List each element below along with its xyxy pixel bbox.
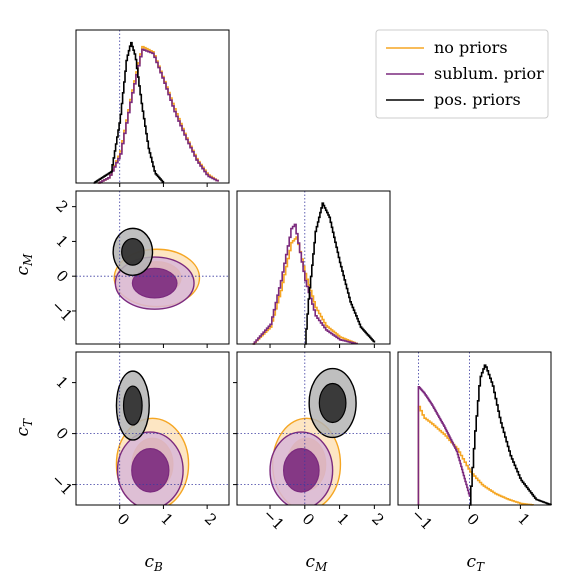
contour-inner-c_M|c_T-series-2	[318, 382, 347, 424]
marginal-c_M-series-2	[304, 202, 376, 345]
y-tick-label-c_T-1: 0	[52, 424, 71, 443]
contour-inner-c_B|c_T-series-2	[122, 385, 143, 426]
contour-inner-c_B|c_M-series-1	[131, 267, 178, 299]
contour-inner-c_M|c_T-series-1	[282, 448, 320, 493]
y-axis-label-sub-c_T: T	[21, 418, 35, 427]
y-tick-label-c_T-2: 1	[52, 373, 71, 392]
axis-labels: cB cM cT cM cT	[13, 253, 485, 574]
axes-frame-c_B-c_M	[75, 190, 230, 345]
x-axis-label-sub-c_M: M	[314, 560, 328, 574]
marginal-c_M-series-1	[252, 223, 358, 345]
y-tick-label-c_M-2: 1	[52, 232, 71, 251]
marginal-c_T-series-1	[417, 386, 471, 505]
x-tick-label-c_B-0: 0	[114, 510, 133, 529]
legend-label-no-priors: no priors	[434, 38, 508, 57]
x-tick-label-c_M-1: 0	[299, 510, 318, 529]
axes-frame-c_T-c_T	[397, 351, 552, 506]
x-tick-label-c_T-1: 0	[463, 510, 482, 529]
marginal-c_T-series-0	[417, 405, 534, 506]
axes-frame-c_M-c_M	[236, 190, 391, 345]
axes-frame-c_B-c_B	[75, 29, 230, 184]
marginal-c_B-series-1	[97, 48, 219, 184]
x-axis-label-c_M: cM	[306, 552, 329, 574]
legend: no priors sublum. prior pos. priors	[375, 29, 549, 119]
x-axis-label-c_B: cB	[145, 552, 164, 574]
plot-lines	[76, 30, 552, 506]
contour-inner-c_B|c_M-series-2	[121, 237, 145, 266]
x-tick-label-c_M-0: −1	[259, 505, 287, 533]
y-tick-label-c_M-1: 0	[52, 266, 71, 285]
legend-label-pos-priors: pos. priors	[434, 90, 521, 109]
marginal-c_T-series-2	[469, 364, 552, 506]
y-tick-label-c_T-0: −1	[48, 470, 76, 498]
y-tick-label-c_M-3: 2	[52, 197, 71, 216]
x-tick-label-c_T-2: 1	[514, 510, 533, 529]
x-axis-label-sub-c_B: B	[153, 560, 163, 574]
y-axis-label-c_M: cM	[13, 253, 35, 276]
x-tick-label-c_B-2: 2	[201, 510, 220, 529]
legend-frame	[375, 29, 549, 119]
x-tick-label-c_T-0: −1	[408, 505, 436, 533]
axes-frame-c_M-c_T	[236, 351, 391, 506]
y-axis-label-sub-c_M: M	[21, 253, 35, 267]
x-tick-label-c_M-2: 1	[333, 510, 352, 529]
x-axis-label-c_T: cT	[467, 552, 486, 574]
marginal-c_B-series-2	[93, 41, 165, 184]
contour-inner-c_B|c_T-series-1	[131, 448, 170, 493]
x-tick-label-c_B-1: 1	[157, 510, 176, 529]
x-tick-label-c_M-3: 2	[368, 510, 387, 529]
y-axis-label-c_T: cT	[13, 418, 35, 437]
axes-frame-c_B-c_T	[75, 351, 230, 506]
axes-frames	[72, 29, 552, 509]
contour-fills	[112, 227, 357, 505]
x-axis-label-sub-c_T: T	[476, 560, 485, 574]
legend-label-sublum-prior: sublum. prior	[434, 64, 544, 83]
y-tick-label-c_M-0: −1	[48, 297, 76, 325]
